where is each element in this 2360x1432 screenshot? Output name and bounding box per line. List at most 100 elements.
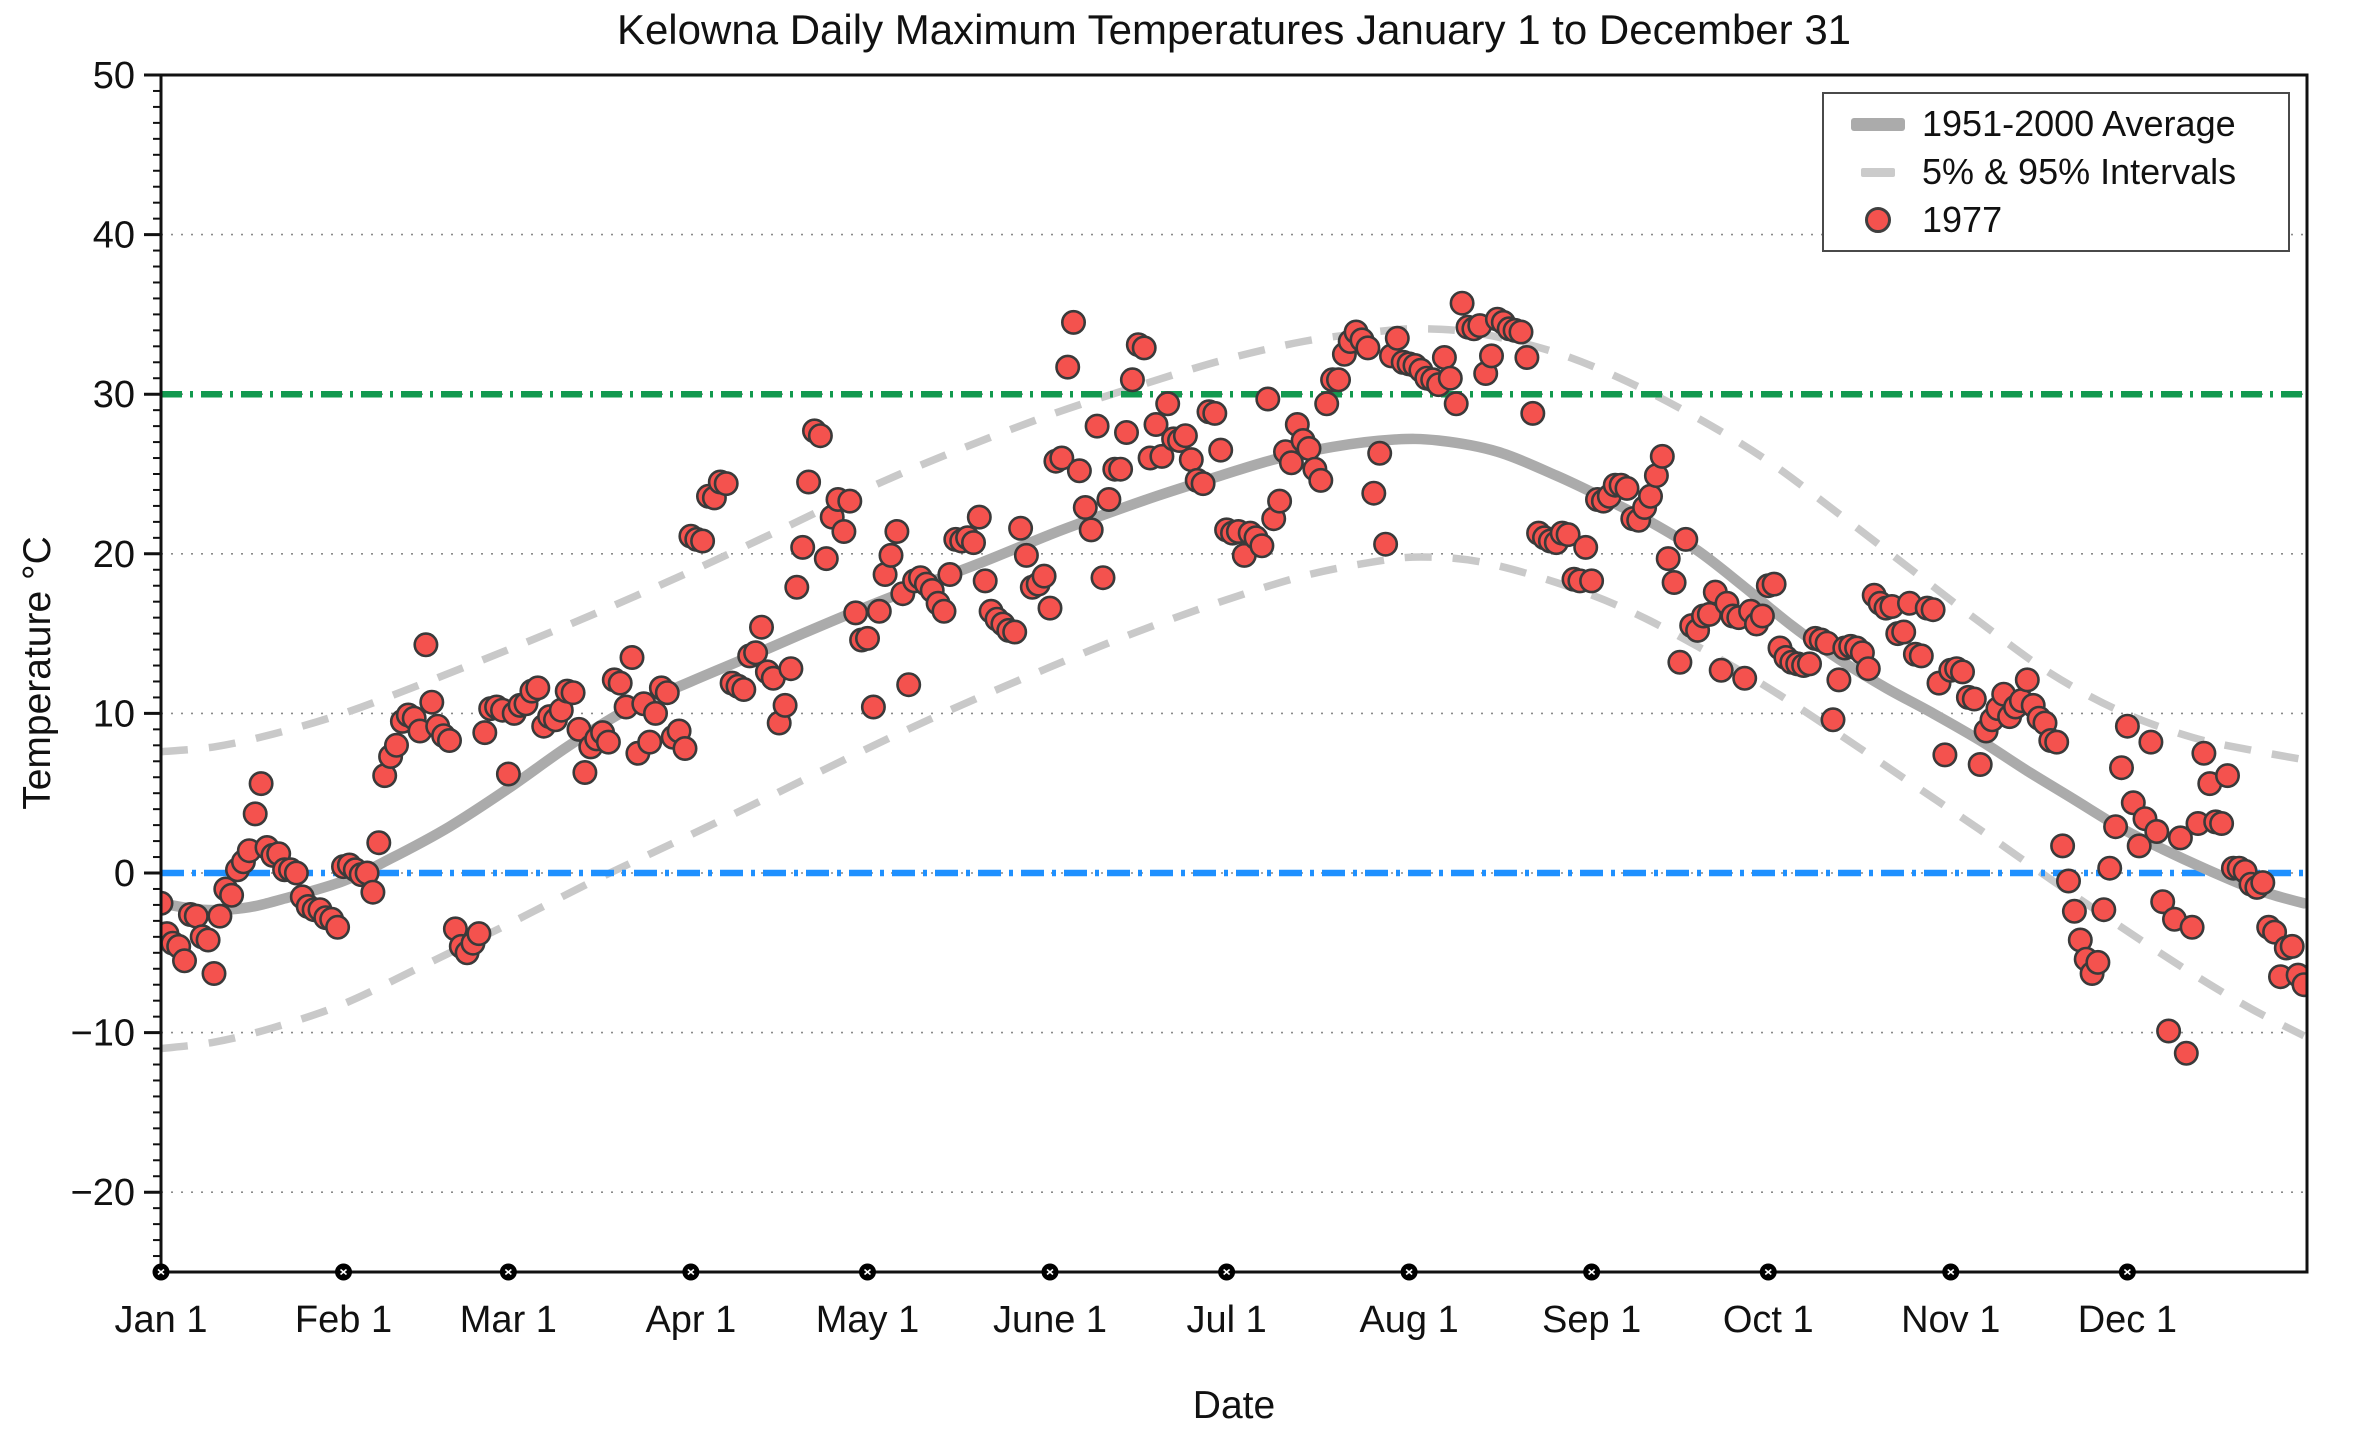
data-point (1055, 354, 1081, 380)
month-marker-glyph (157, 1268, 165, 1276)
data-point (1031, 563, 1057, 589)
month-marker-glyph (504, 1268, 512, 1276)
data-point (1614, 475, 1640, 501)
data-point (1443, 391, 1469, 417)
interval-5-line (161, 553, 2306, 1053)
data-point (1208, 437, 1234, 463)
data-point (2179, 914, 2205, 940)
data-point (1178, 447, 1204, 473)
data-point (854, 625, 880, 651)
data-point (1961, 686, 1987, 712)
month-marker-glyph (1046, 1268, 1054, 1276)
data-point (1932, 742, 1958, 768)
data-point (1708, 657, 1734, 683)
data-point (2085, 949, 2111, 975)
month-marker-glyph (1588, 1268, 1596, 1276)
data-point (654, 680, 680, 706)
data-point (2056, 868, 2082, 894)
data-point (219, 882, 245, 908)
data-point (807, 423, 833, 449)
data-point (1078, 517, 1104, 543)
data-point (1108, 456, 1134, 482)
y-tick-label: 0 (114, 853, 135, 895)
month-marker-glyph (1223, 1268, 1231, 1276)
data-point (866, 598, 892, 624)
data-point (383, 732, 409, 758)
data-point (1732, 665, 1758, 691)
data-point (2126, 833, 2152, 859)
legend-item-intervals: 5% & 95% Intervals (1834, 148, 2278, 196)
data-point (1278, 450, 1304, 476)
data-point (201, 960, 227, 986)
data-point (931, 598, 957, 624)
data-point (1149, 443, 1175, 469)
data-point (1037, 595, 1063, 621)
legend-label-intervals: 5% & 95% Intervals (1922, 151, 2237, 192)
data-point (1314, 391, 1340, 417)
data-point (1096, 486, 1122, 512)
data-point (966, 504, 992, 530)
data-point (242, 801, 268, 827)
data-point (172, 948, 198, 974)
data-point (2167, 825, 2193, 851)
data-point (1114, 419, 1140, 445)
data-point (690, 528, 716, 554)
data-point (743, 640, 769, 666)
data-point (1308, 467, 1334, 493)
scatter-dot-swatch (1834, 207, 1922, 233)
data-point (1437, 365, 1463, 391)
x-tick-label: June 1 (993, 1299, 1107, 1341)
x-tick-label: May 1 (816, 1299, 919, 1341)
data-point (413, 632, 439, 658)
average-line (161, 433, 2307, 916)
x-tick-label: Dec 1 (2078, 1299, 2177, 1341)
x-tick-label: Aug 1 (1359, 1299, 1458, 1341)
data-point (2050, 833, 2076, 859)
data-point (1573, 534, 1599, 560)
data-point (860, 694, 886, 720)
data-point (1296, 435, 1322, 461)
data-point (2173, 1040, 2199, 1066)
data-point (1920, 597, 1946, 623)
x-tick-label: Nov 1 (1901, 1299, 2000, 1341)
y-tick-label: −10 (71, 1013, 135, 1055)
data-point (1255, 386, 1281, 412)
plot-area (161, 290, 2307, 1066)
data-point (790, 534, 816, 560)
month-marker-glyph (1764, 1268, 1772, 1276)
data-point (2156, 1018, 2182, 1044)
data-point (2144, 818, 2170, 844)
data-point (2150, 889, 2176, 915)
data-point (1667, 649, 1693, 675)
month-marker-glyph (687, 1268, 695, 1276)
data-point (1373, 531, 1399, 557)
y-tick-label: 10 (93, 693, 135, 735)
data-point (607, 670, 633, 696)
data-point (248, 771, 274, 797)
legend-box: 1951-2000 Average 5% & 95% Intervals 197… (1822, 92, 2290, 252)
data-point (778, 656, 804, 682)
data-point (1049, 445, 1075, 471)
data-point (2191, 740, 2217, 766)
x-tick-label: Apr 1 (645, 1299, 736, 1341)
x-tick-label: Jul 1 (1186, 1299, 1266, 1341)
data-point (2138, 729, 2164, 755)
data-point (796, 469, 822, 495)
data-point (207, 903, 233, 929)
data-point (1249, 533, 1275, 559)
legend-item-average: 1951-2000 Average (1834, 100, 2278, 148)
data-point (837, 488, 863, 514)
data-point (1449, 290, 1475, 316)
data-point (360, 879, 386, 905)
data-point (1950, 659, 1976, 685)
data-point (1508, 319, 1534, 345)
data-point (2109, 755, 2135, 781)
data-point (813, 546, 839, 572)
data-point (1367, 440, 1393, 466)
y-tick-label: 50 (93, 55, 135, 97)
data-point (2044, 729, 2070, 755)
data-point (748, 614, 774, 640)
data-point (2061, 898, 2087, 924)
